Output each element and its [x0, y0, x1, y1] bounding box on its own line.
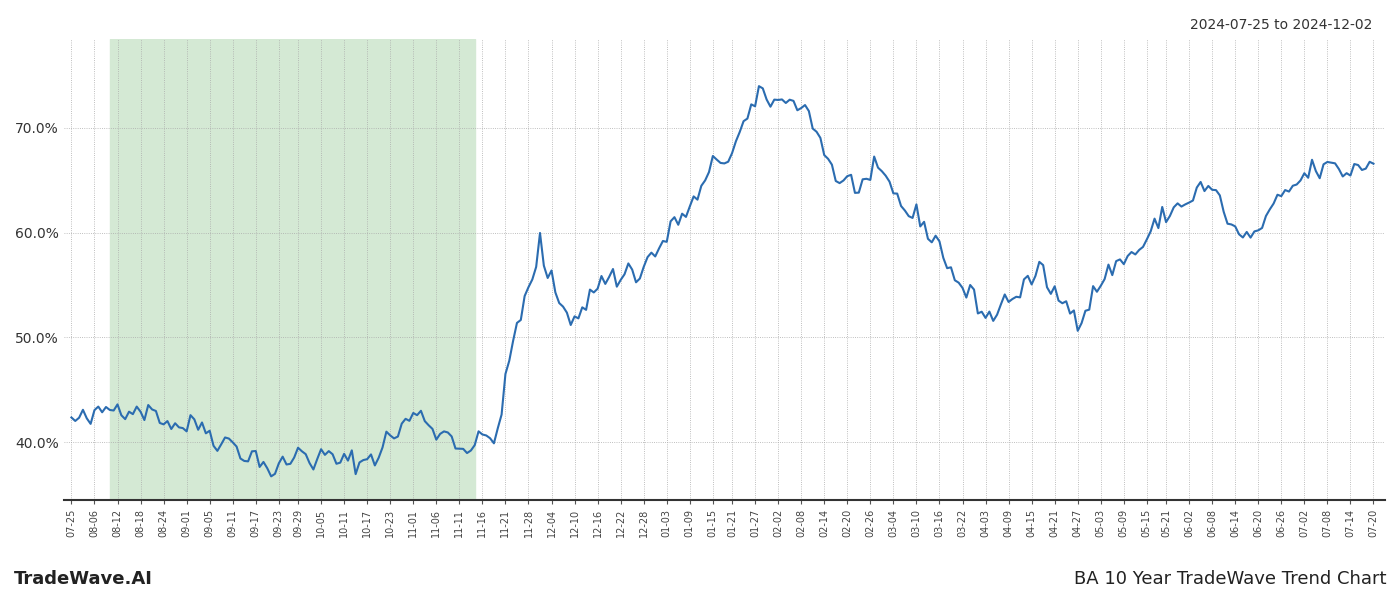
Text: BA 10 Year TradeWave Trend Chart: BA 10 Year TradeWave Trend Chart: [1074, 570, 1386, 588]
Text: TradeWave.AI: TradeWave.AI: [14, 570, 153, 588]
Bar: [109, 39, 475, 500]
Text: 2024-07-25 to 2024-12-02: 2024-07-25 to 2024-12-02: [1190, 18, 1372, 32]
